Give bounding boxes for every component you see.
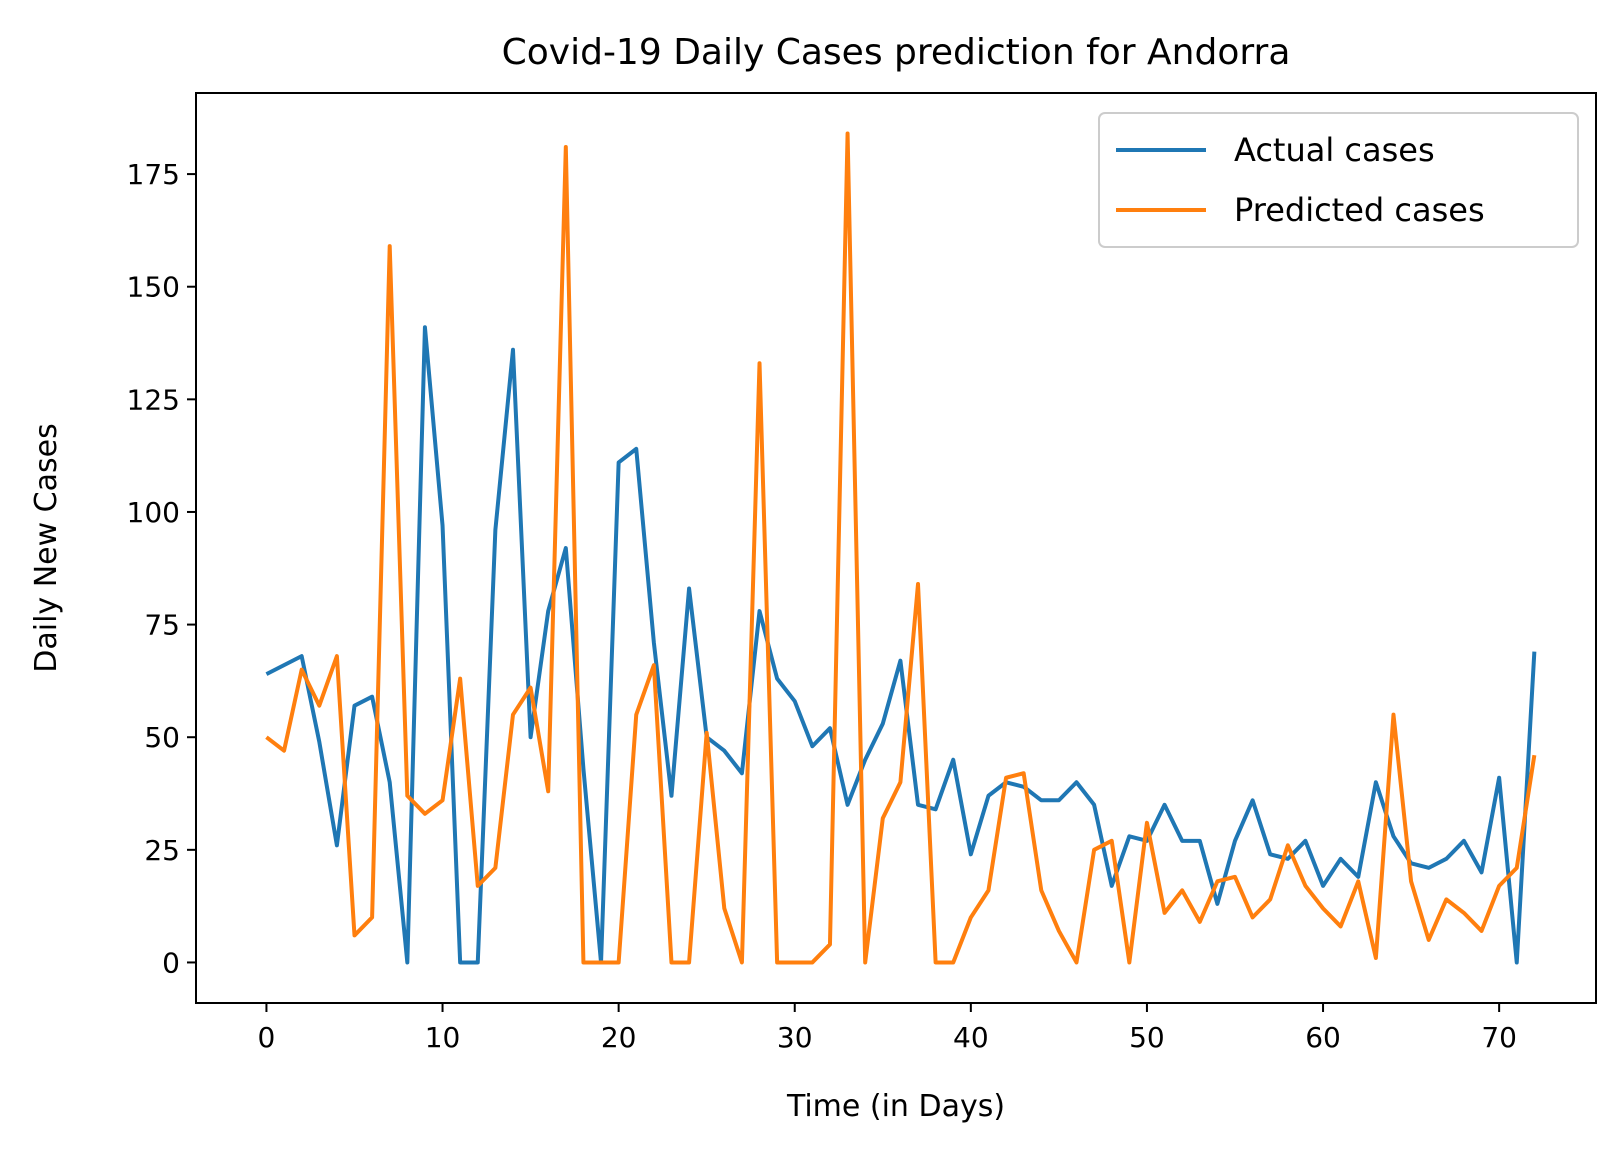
- y-axis: 0 25 50 75 100 125 150 175: [127, 158, 196, 979]
- series-line-predicted-cases: [265, 131, 1537, 965]
- legend-label-predicted: Predicted cases: [1234, 191, 1485, 229]
- series-layer: [265, 131, 1537, 965]
- chart-title: Covid-19 Daily Cases prediction for Ando…: [502, 32, 1291, 73]
- x-tick-label: 70: [1481, 1021, 1517, 1054]
- x-tick-label: 40: [953, 1021, 989, 1054]
- x-tick-label: 30: [777, 1021, 813, 1054]
- y-tick-label: 100: [127, 496, 180, 529]
- y-tick-label: 150: [127, 271, 180, 304]
- y-tick-label: 175: [127, 158, 180, 191]
- y-tick-label: 50: [144, 721, 180, 754]
- legend-label-actual: Actual cases: [1234, 131, 1435, 169]
- x-tick-label: 50: [1129, 1021, 1165, 1054]
- x-axis-label: Time (in Days): [786, 1089, 1005, 1124]
- series-line-actual-cases: [265, 325, 1537, 965]
- legend-box: [1098, 112, 1579, 248]
- y-tick-label: 125: [127, 383, 180, 416]
- legend: Actual cases Predicted cases: [1098, 112, 1579, 248]
- x-tick-label: 60: [1305, 1021, 1341, 1054]
- y-tick-label: 0: [162, 946, 180, 979]
- plot-frame: [195, 92, 1597, 1004]
- x-tick-label: 10: [425, 1021, 461, 1054]
- x-tick-label: 0: [258, 1021, 276, 1054]
- y-tick-label: 75: [144, 609, 180, 642]
- y-tick-label: 25: [144, 834, 180, 867]
- x-tick-label: 20: [601, 1021, 637, 1054]
- x-axis: 0 10 20 30 40 50 60 70: [258, 1003, 1517, 1054]
- y-axis-label: Daily New Cases: [29, 423, 64, 672]
